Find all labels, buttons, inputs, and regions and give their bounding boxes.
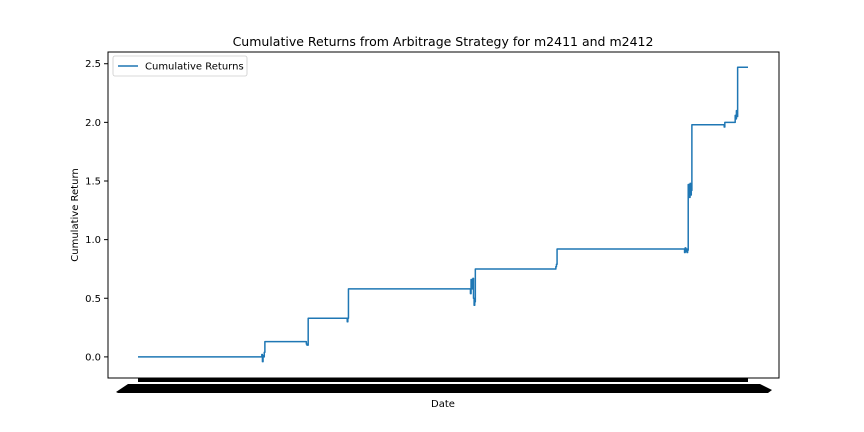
plot-frame	[107, 51, 780, 379]
x-axis	[116, 378, 772, 393]
series-line-0	[138, 66, 748, 363]
plot-area: 0.0 0.5 1.0 1.5 2.0 2.5	[85, 51, 780, 393]
chart-title: Cumulative Returns from Arbitrage Strate…	[233, 34, 654, 49]
legend-label: Cumulative Returns	[145, 62, 244, 73]
x-tick-marks	[138, 378, 748, 382]
x-tick-labels	[116, 384, 772, 393]
y-tick-label: 0.5	[85, 294, 101, 305]
y-axis-label: Cumulative Return	[70, 168, 81, 261]
legend-box	[112, 55, 248, 77]
y-tick-label: 0.0	[85, 352, 101, 363]
y-tick-label: 2.0	[85, 118, 101, 129]
y-axis: 0.0 0.5 1.0 1.5 2.0 2.5	[85, 59, 108, 363]
series-layer	[138, 66, 748, 363]
y-tick-label: 1.0	[85, 235, 101, 246]
legend: Cumulative Returns	[112, 55, 248, 77]
y-tick-label: 2.5	[85, 59, 101, 70]
y-tick-label: 1.5	[85, 176, 101, 187]
x-axis-label: Date	[431, 399, 455, 410]
